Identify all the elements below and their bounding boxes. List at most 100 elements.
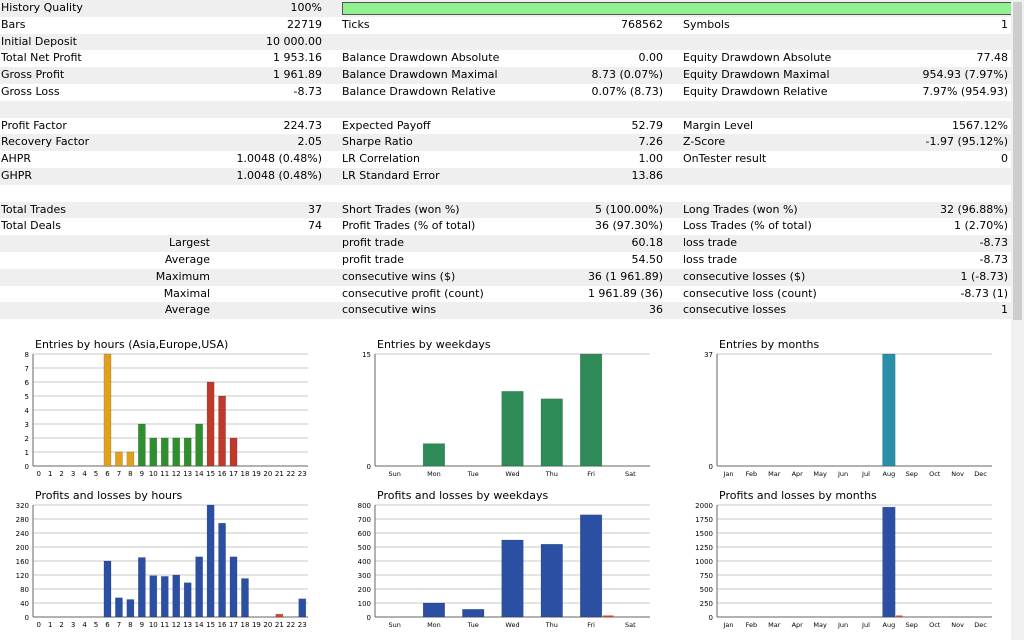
x-tick-label: Oct [929, 621, 941, 629]
stat-label: Total Net Profit [0, 50, 230, 68]
bar [183, 582, 192, 618]
column-gap [666, 201, 682, 219]
stat-value: 7.26 [571, 134, 666, 152]
stat-value: 1 (-8.73) [912, 268, 1011, 286]
stat-value [230, 251, 325, 269]
x-tick-label: 6 [105, 621, 110, 629]
column-gap [666, 235, 682, 252]
column-gap [666, 50, 682, 68]
chart-svg: 0 15 Sun Mon Tue Wed Thu Fri Sat [362, 351, 650, 478]
bar [501, 539, 524, 618]
column-gap [325, 302, 341, 320]
stat-label [341, 184, 571, 202]
column-gap [666, 268, 682, 286]
bar [580, 514, 603, 618]
y-tick-label: 280 [16, 516, 29, 524]
column-gap [325, 67, 341, 84]
x-tick-label: 5 [94, 470, 98, 478]
stats-row: Average profit trade 54.50 loss trade -8.73 [0, 251, 1011, 269]
x-tick-label: Jul [861, 470, 870, 478]
y-tick-label: 1500 [695, 530, 713, 538]
stat-label: Total Trades [0, 201, 230, 219]
x-tick-label: 13 [183, 470, 192, 478]
bar [882, 506, 896, 618]
bar [540, 398, 563, 467]
x-tick-label: Sun [388, 621, 400, 629]
stat-value [571, 100, 666, 118]
chart-svg: 0 100 200 300 400 500 600 700 800 Sun Mon Tue Wed Thu… [358, 502, 650, 629]
x-tick-label: 22 [286, 621, 295, 629]
x-tick-label: 6 [105, 470, 110, 478]
column-gap [666, 117, 682, 135]
y-tick-label: 250 [700, 600, 713, 608]
chart-title: Profits and losses by weekdays [377, 489, 549, 502]
bar [183, 437, 192, 467]
bar [172, 437, 181, 467]
bar [422, 602, 445, 618]
x-tick-label: Fri [587, 621, 595, 629]
stat-value: 52.79 [571, 117, 666, 135]
y-tick-label: 200 [16, 544, 29, 552]
bar [580, 353, 603, 467]
pl-weekdays-chart: Profits and losses by weekdays 0 100 200 300… [342, 486, 672, 636]
stats-row: Average consecutive wins 36 consecutive los… [0, 302, 1011, 320]
stat-value: 1 (2.70%) [912, 218, 1011, 236]
x-tick-label: 22 [286, 470, 295, 478]
bar [115, 451, 123, 467]
stat-label: Bars [0, 16, 230, 34]
bar [501, 391, 524, 467]
stat-label: consecutive profit (count) [341, 285, 571, 303]
x-tick-label: Apr [792, 621, 804, 629]
column-gap [325, 184, 341, 202]
scrollbar-thumb[interactable] [1013, 2, 1022, 320]
x-tick-label: 17 [229, 470, 238, 478]
column-gap [325, 100, 341, 118]
x-tick-label: 15 [206, 621, 215, 629]
vertical-scrollbar[interactable] [1011, 0, 1024, 640]
y-tick-label: 0 [25, 614, 29, 622]
x-tick-label: Mon [427, 470, 441, 478]
y-tick-label: 5 [25, 393, 29, 401]
stat-value [571, 319, 666, 336]
x-tick-label: 8 [128, 621, 132, 629]
x-tick-label: 8 [128, 470, 132, 478]
stat-label: Symbols [682, 16, 912, 34]
bar [229, 437, 238, 467]
stat-value: 36 (1 961.89) [571, 268, 666, 286]
stat-value: 54.50 [571, 251, 666, 269]
column-gap [666, 67, 682, 84]
column-gap [325, 117, 341, 135]
stat-value: 1 953.16 [230, 50, 325, 68]
x-tick-label: 14 [195, 470, 204, 478]
column-gap [325, 0, 341, 17]
bar [540, 543, 563, 618]
stat-label: Maximal [0, 285, 230, 303]
x-tick-label: Jan [722, 621, 733, 629]
column-gap [325, 167, 341, 185]
y-tick-label: 80 [20, 586, 29, 594]
stat-value: 37 [230, 201, 325, 219]
stat-value: 1 [912, 16, 1011, 34]
x-tick-label: 10 [149, 621, 158, 629]
stat-label [682, 319, 912, 336]
x-tick-label: Jun [837, 470, 848, 478]
bar [138, 423, 146, 467]
stat-value: 8.73 (0.07%) [571, 67, 666, 84]
x-tick-label: Sep [906, 470, 918, 478]
y-tick-label: 0 [367, 463, 371, 471]
x-tick-label: 16 [218, 621, 227, 629]
stat-label: Largest [0, 235, 230, 252]
stat-label: LR Correlation [341, 151, 571, 168]
column-gap [666, 218, 682, 236]
stat-value: 36 (97.30%) [571, 218, 666, 236]
x-tick-label: Mon [427, 621, 441, 629]
x-tick-label: 4 [82, 470, 87, 478]
stat-label: Maximum [0, 268, 230, 286]
y-tick-label: 4 [25, 407, 30, 415]
y-tick-label: 7 [25, 365, 29, 373]
chart-svg: 0 250 500 750 1000 1250 1500 1750 2000 Jan Feb Mar A… [695, 502, 992, 629]
stat-value [912, 33, 1011, 51]
x-tick-label: Dec [974, 621, 987, 629]
bar [275, 613, 284, 618]
x-tick-label: 10 [149, 470, 158, 478]
